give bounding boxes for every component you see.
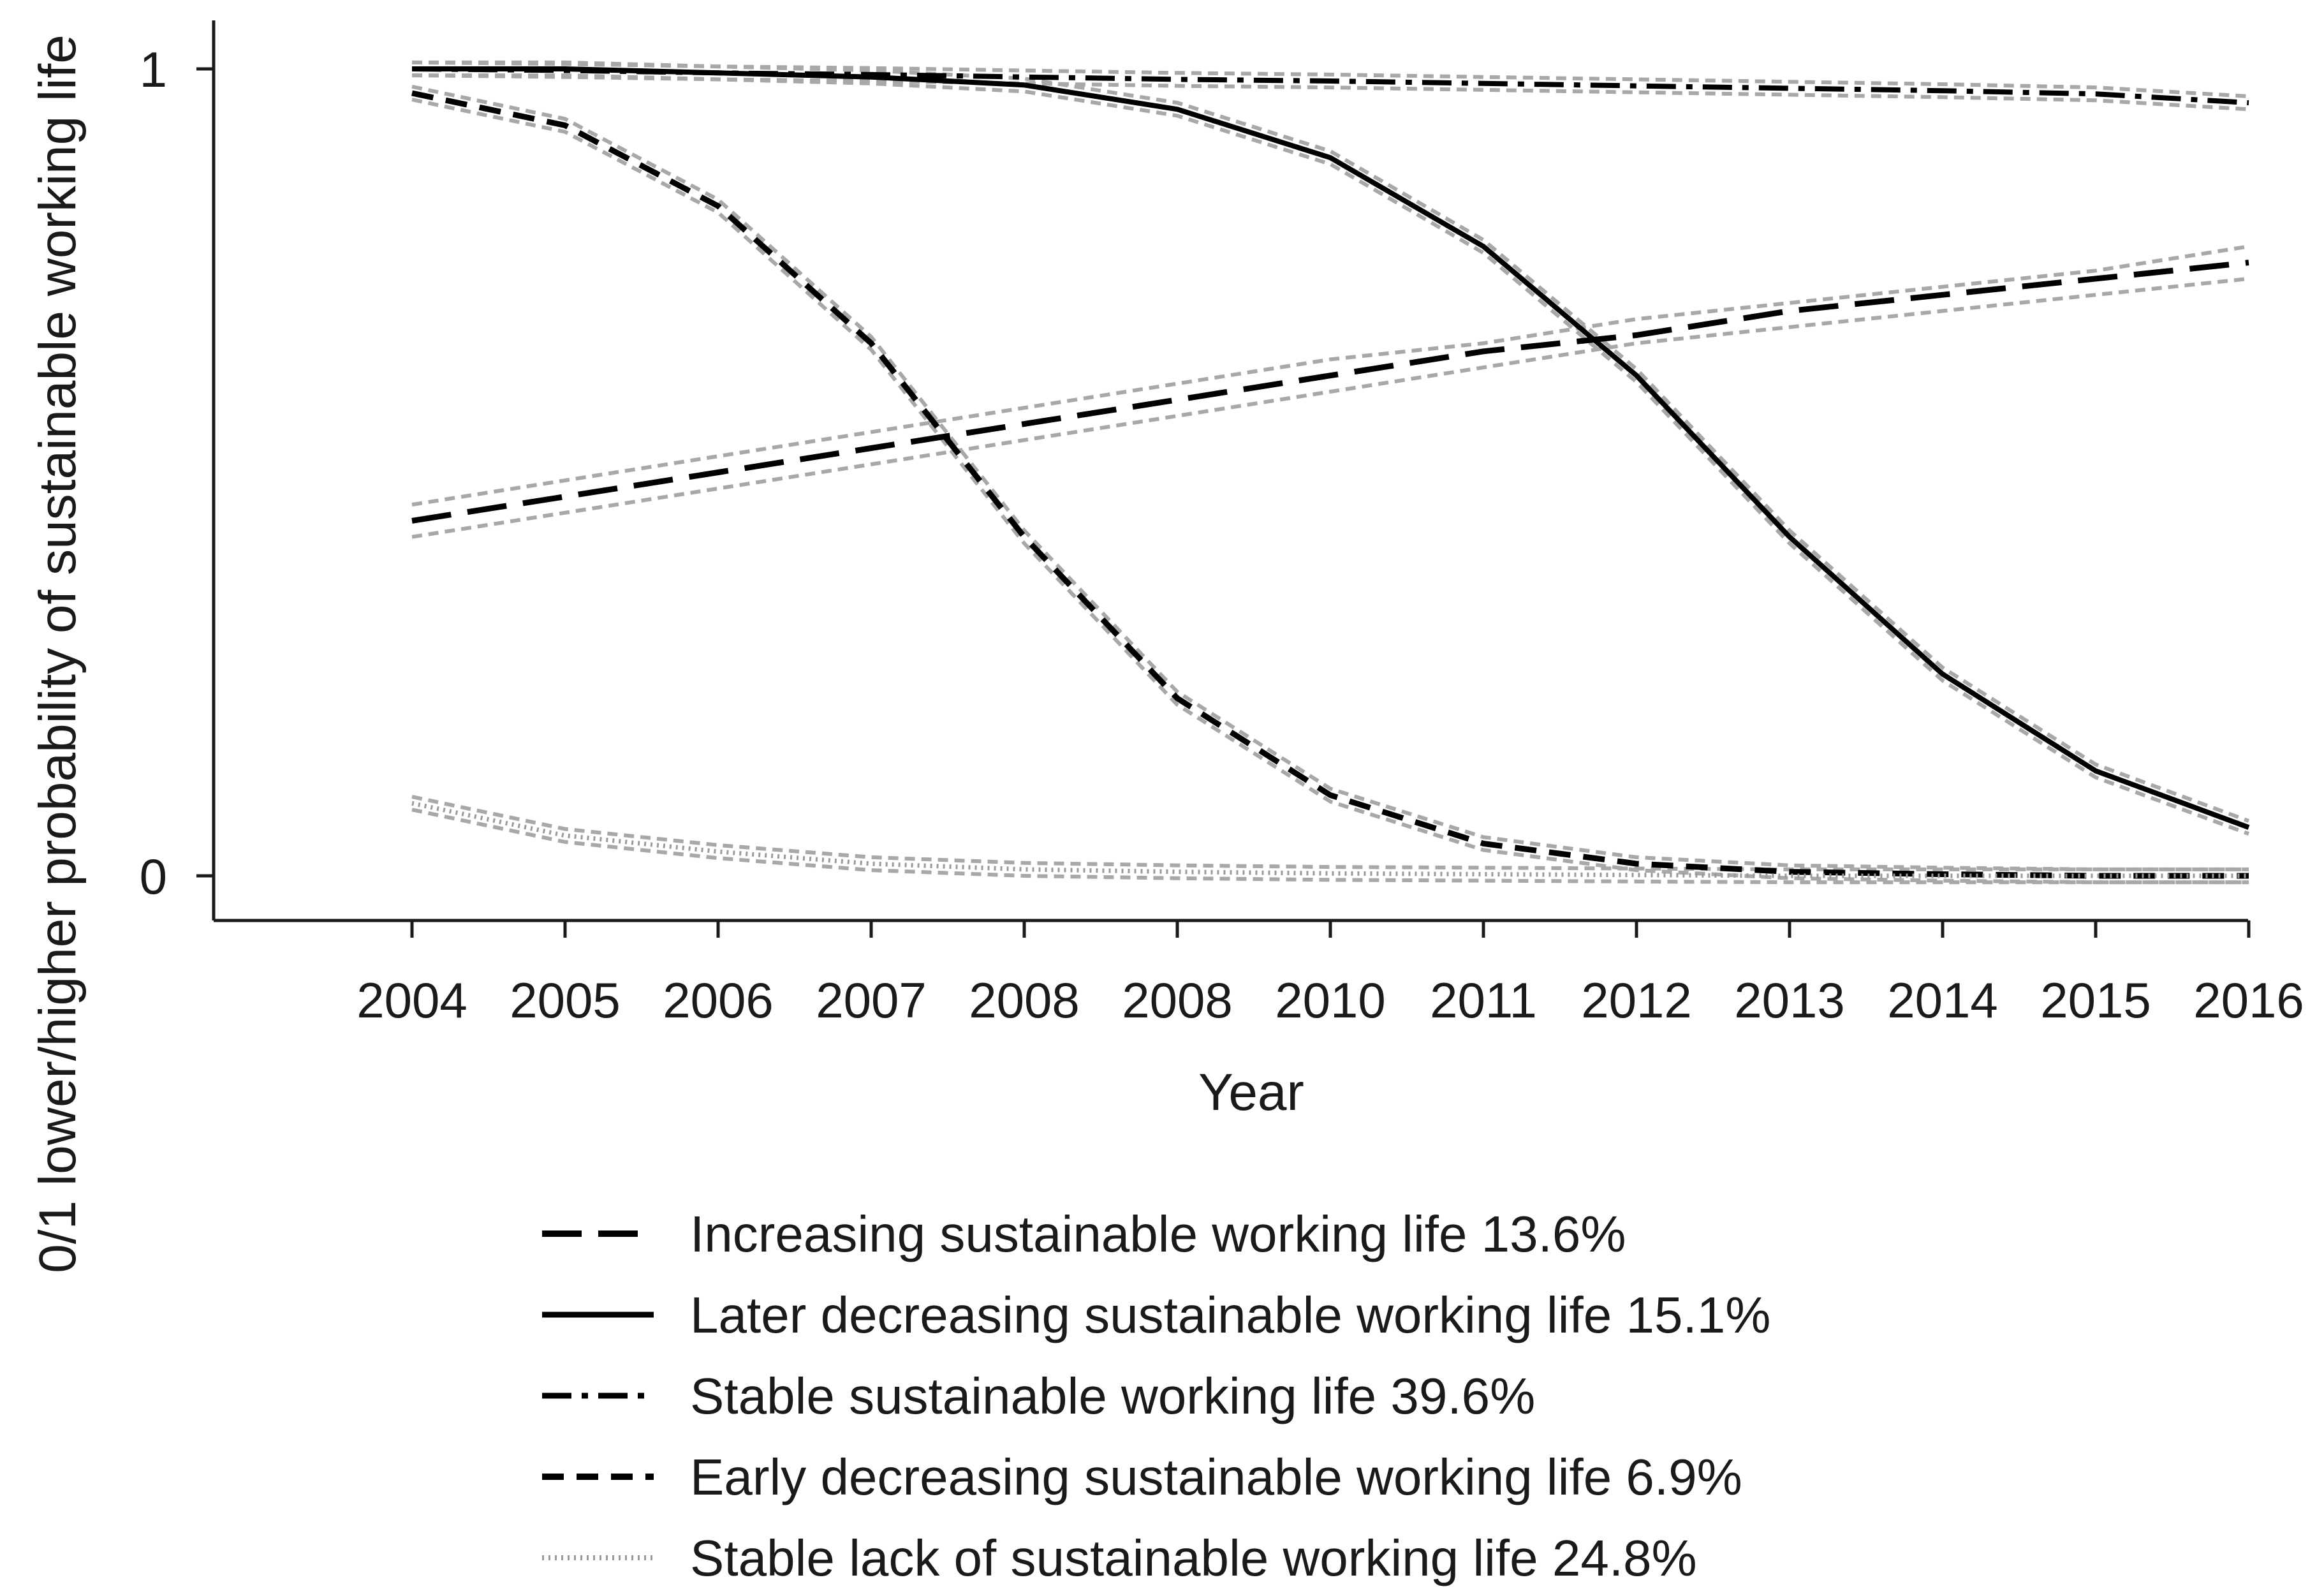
x-axis-title: Year [1198,1063,1304,1121]
dotted-series-ci-upper [411,795,2249,871]
legend-label: Stable sustainable working life 39.6% [690,1368,1535,1424]
y-axis-title: 0/1 lower/higher probability of sustaina… [29,34,87,1273]
x-tick-label: 2008 [969,972,1080,1028]
legend-label: Increasing sustainable working life 13.6… [690,1206,1626,1262]
x-tick-label: 2015 [2040,972,2151,1028]
solid-series-line [412,66,2250,830]
x-tick-label: 2010 [1275,972,1386,1028]
x-tick-label: 2011 [1430,972,1537,1028]
dashdot-series-ci-upper [411,60,2249,98]
x-tick-label: 2016 [2193,972,2304,1028]
y-tick-label: 1 [140,41,167,98]
x-axis-ticks: 2004 2005 2006 2007 2008 2008 2010 2011 2012 2013… [357,920,2304,1028]
y-tick-label: 0 [140,848,167,905]
series-lines [411,66,2250,879]
longdash-series-line [411,260,2249,524]
legend-label: Later decreasing sustainable working lif… [690,1287,1770,1343]
dashdot-series-ci-lower [411,73,2249,112]
legend-label: Early decreasing sustainable working lif… [690,1449,1742,1505]
x-tick-label: 2008 [1122,972,1233,1028]
x-tick-label: 2014 [1887,972,1998,1028]
dashdot-series-line [411,66,2249,106]
longdash-series-ci-lower [411,276,2249,539]
longdash-series-ci-upper [411,244,2249,507]
solid-series-ci-upper [412,60,2250,823]
legend: Increasing sustainable working life 13.6… [542,1206,1770,1586]
x-tick-label: 2005 [510,972,621,1028]
x-tick-label: 2007 [816,972,927,1028]
legend-label: Stable lack of sustainable working life … [690,1530,1697,1586]
x-tick-label: 2004 [357,972,467,1028]
dash-series-ci-lower [411,98,2249,885]
x-tick-label: 2012 [1581,972,1692,1028]
dotted-series-line [411,801,2249,878]
x-tick-label: 2013 [1734,972,1845,1028]
dotted-series-ci-lower [411,808,2249,885]
y-axis-ticks: 01 [140,41,214,905]
x-tick-label: 2006 [663,972,774,1028]
dash-series-line [411,90,2249,879]
dash-series-ci-upper [411,84,2249,871]
confidence-bands [411,60,2250,885]
